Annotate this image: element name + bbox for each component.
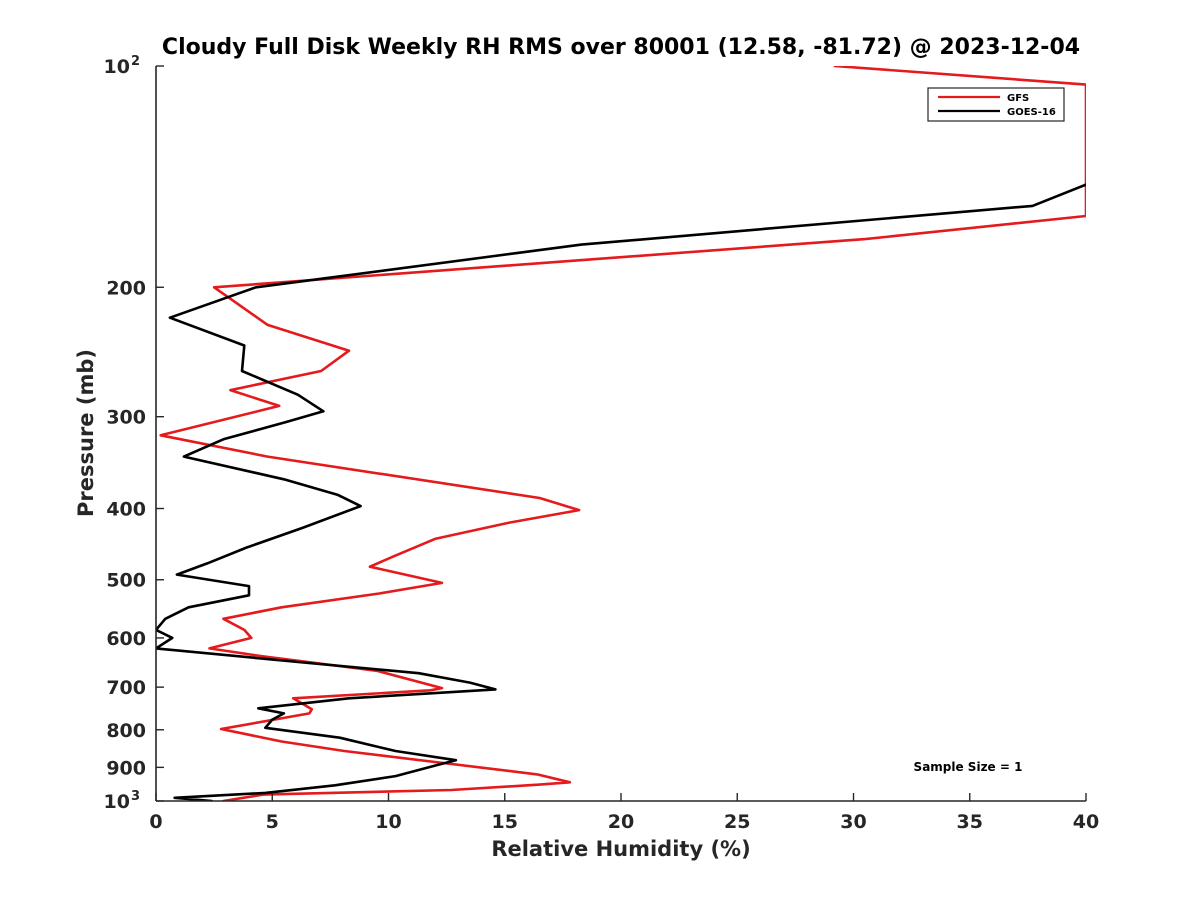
sample-size-annotation: Sample Size = 1 [914, 760, 1023, 774]
y-axis-label: Pressure (mb) [74, 349, 98, 517]
y-tick-label: 600 [106, 628, 146, 650]
y-tick-label: 300 [106, 407, 146, 429]
series-layer [156, 66, 1086, 801]
series-line-gfs [159, 66, 1086, 801]
y-tick-label: 400 [106, 499, 146, 521]
x-tick-label: 35 [957, 811, 983, 833]
legend-box [927, 87, 1065, 122]
y-tick-label: 200 [106, 277, 146, 299]
x-tick-label: 5 [266, 811, 279, 833]
x-tick-label: 20 [608, 811, 634, 833]
x-tick-label: 40 [1073, 811, 1099, 833]
y-tick-label: 500 [106, 570, 146, 592]
x-tick-label: 15 [492, 811, 518, 833]
y-tick-exponent: 2 [131, 54, 140, 69]
legend-label-goes-16: GOES-16 [1007, 107, 1056, 118]
y-tick-label: 10 [104, 791, 130, 813]
x-tick-label: 10 [375, 811, 401, 833]
legend-label-gfs: GFS [1007, 93, 1029, 104]
legend: GFS GOES-16 [927, 87, 1065, 122]
y-tick-label: 700 [106, 677, 146, 699]
y-tick-label: 900 [106, 757, 146, 779]
y-tick-label: 800 [106, 720, 146, 742]
x-tick-label: 25 [724, 811, 750, 833]
x-axis-label: Relative Humidity (%) [491, 837, 750, 861]
series-line-goes-16 [156, 183, 1086, 801]
x-ticks: 0 5 10 15 20 25 30 35 40 [149, 793, 1099, 833]
x-tick-label: 30 [840, 811, 866, 833]
x-tick-label: 0 [149, 811, 162, 833]
y-tick-exponent: 3 [131, 789, 140, 804]
chart-title: Cloudy Full Disk Weekly RH RMS over 8000… [162, 35, 1080, 60]
y-tick-label: 10 [104, 56, 130, 78]
